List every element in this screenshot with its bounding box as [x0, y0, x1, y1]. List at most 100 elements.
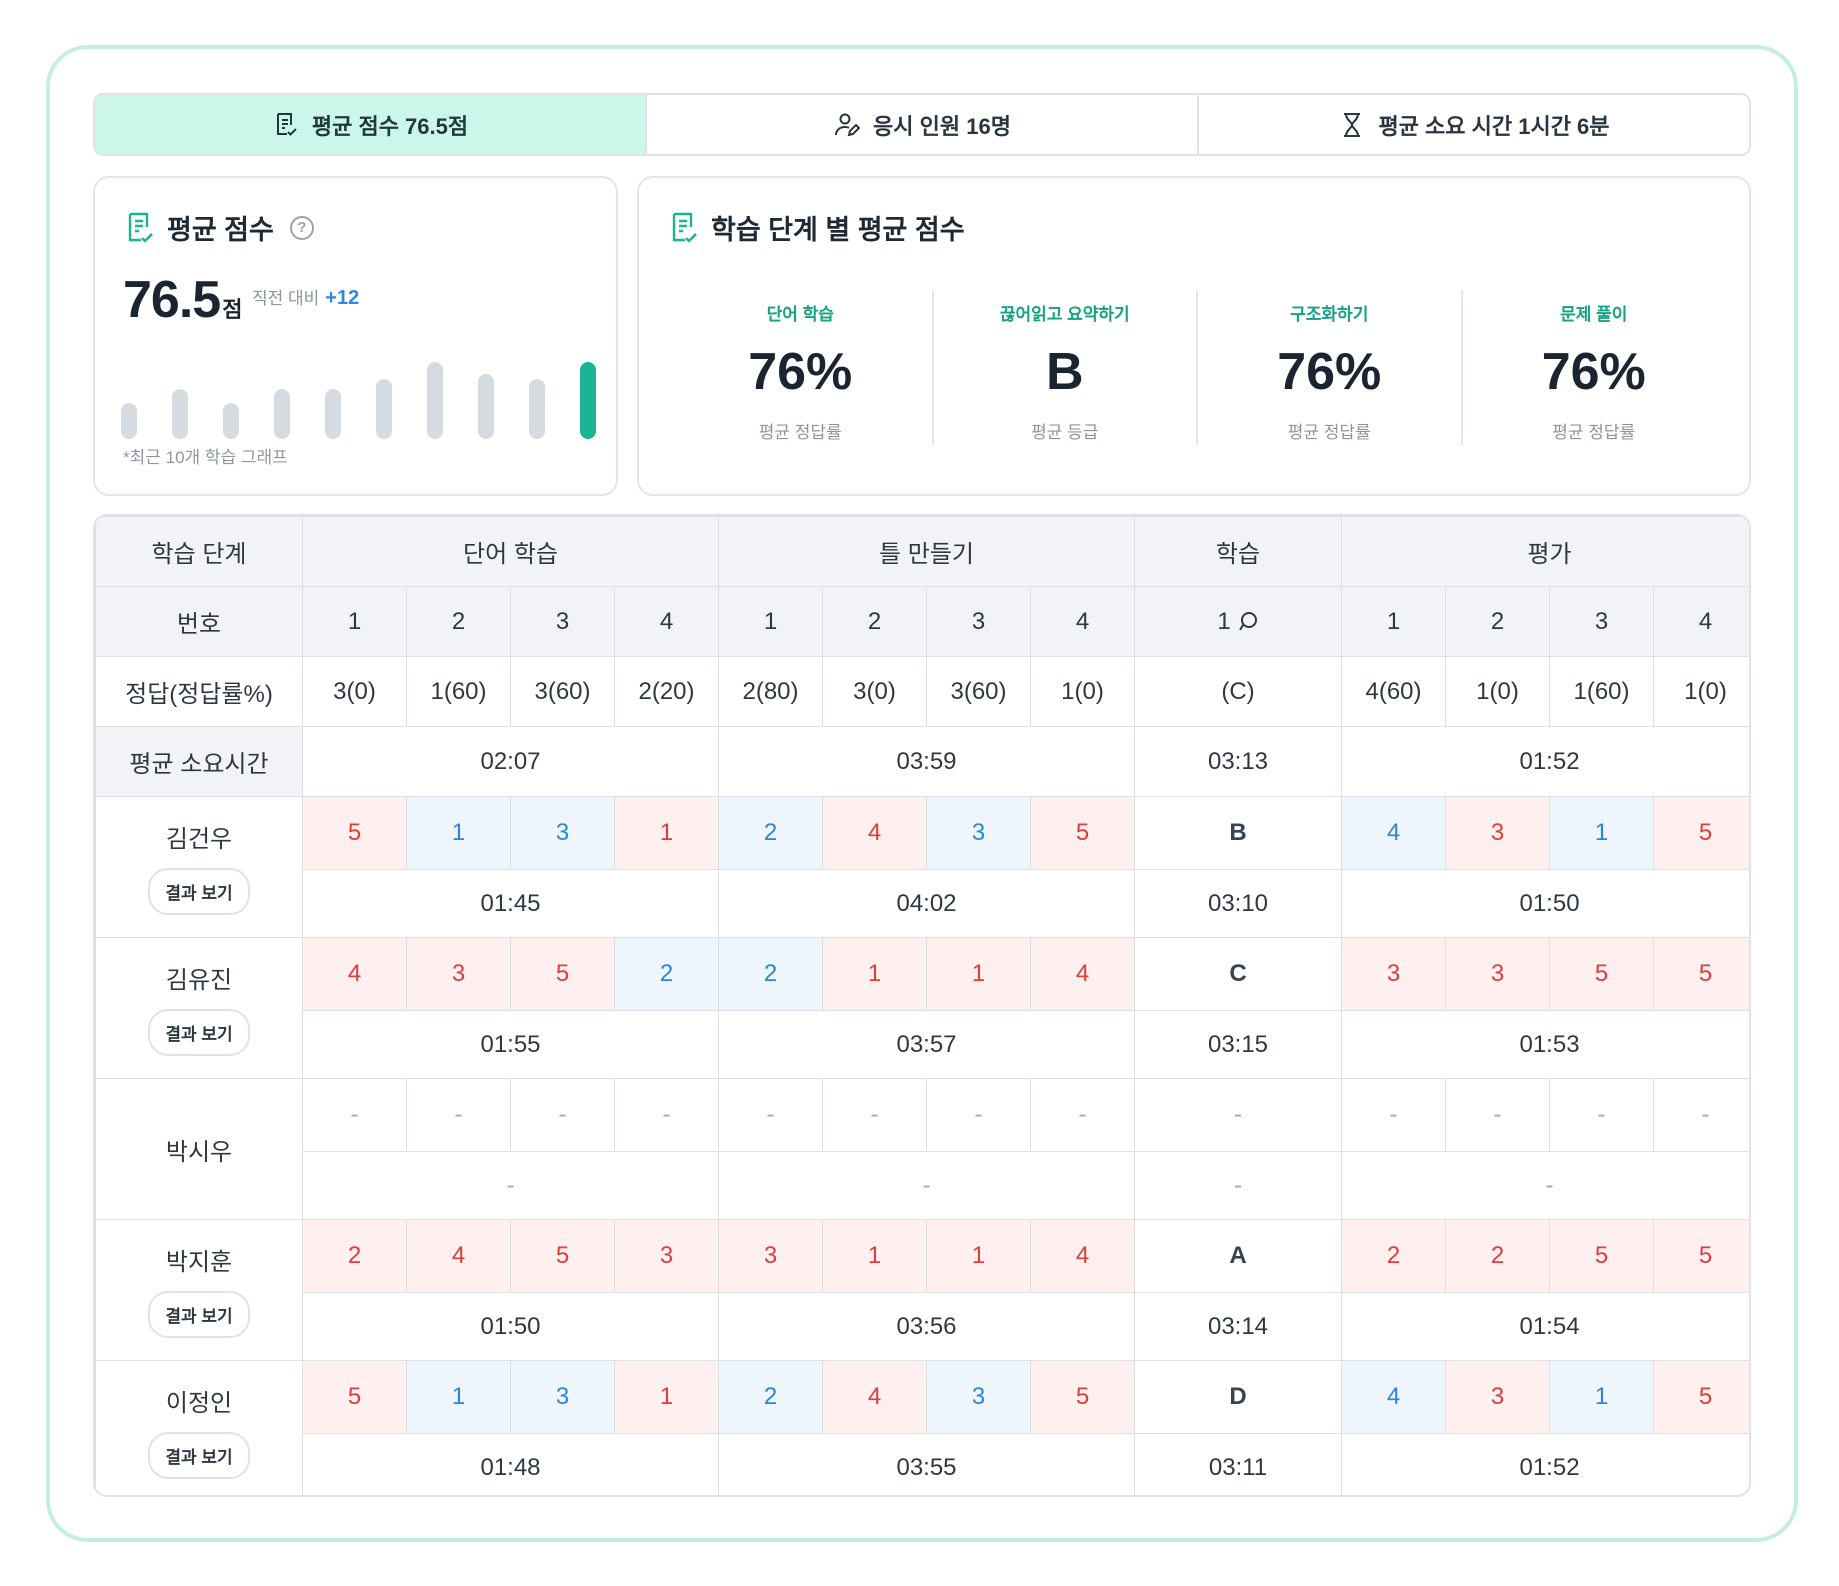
- stage-name: 구조화하기: [1290, 305, 1369, 324]
- student-answer-cell: 1: [822, 937, 927, 1011]
- student-answer-cell: -: [1652, 1078, 1749, 1152]
- student-time-row: 01:55 03:57 03:15 01:53: [96, 1010, 1749, 1079]
- average-score-value: 76.5 점: [123, 270, 242, 330]
- tab-average-time[interactable]: 평균 소요 시간 1시간 6분: [1199, 95, 1749, 154]
- student-answer-cell: 2: [718, 937, 823, 1011]
- student-answer-cell: 4: [1341, 1360, 1446, 1434]
- view-result-button[interactable]: 결과 보기: [148, 1432, 250, 1479]
- student-answer-cell: 3: [718, 1219, 823, 1293]
- stage-item: 끊어읽고 요약하기 B 평균 등급: [934, 290, 1198, 445]
- student-answer-cell: 3: [926, 1360, 1031, 1434]
- student-time-cell: 03:14: [1134, 1292, 1342, 1361]
- view-result-button[interactable]: 결과 보기: [148, 868, 250, 915]
- graph-bar: [121, 403, 137, 439]
- question-number-text: 2: [1490, 607, 1505, 635]
- student-answer-cell: 3: [1445, 937, 1550, 1011]
- student-answer-row: 김건우 결과 보기 5 1 3 1 2 4 3 5 B 4 3 1 5: [95, 796, 1749, 938]
- correct-answer-cell: 2(20): [614, 656, 719, 727]
- student-answer-cell: 1: [926, 1219, 1031, 1293]
- stage-value: 76%: [1277, 343, 1382, 401]
- stage-score-card: 학습 단계 별 평균 점수 단어 학습 76% 평균 정답률 끊어읽고 요약하기…: [637, 176, 1751, 496]
- stage-value: B: [1045, 343, 1084, 401]
- tab-average-score[interactable]: 평균 점수 76.5점: [95, 95, 647, 154]
- student-time-cell: 01:52: [1340, 1433, 1749, 1495]
- question-number-text: 4: [1075, 607, 1090, 635]
- student-name: 박시우: [165, 1138, 233, 1166]
- student-answer-cell: -: [718, 1078, 823, 1152]
- student-answer-cell: 3: [1445, 796, 1550, 870]
- stage-name: 단어 학습: [766, 305, 834, 324]
- student-answer-cell: -: [822, 1078, 927, 1152]
- student-answer-cell: -: [1341, 1078, 1446, 1152]
- question-number: 1: [1134, 586, 1342, 657]
- view-result-button[interactable]: 결과 보기: [148, 1009, 250, 1056]
- student-answer-cell: 2: [1341, 1219, 1446, 1293]
- stage-group-header: 단어 학습: [302, 516, 719, 587]
- tab-participants[interactable]: 응시 인원 16명: [647, 95, 1199, 154]
- student-answer-cell: -: [1549, 1078, 1654, 1152]
- average-score-title-text: 평균 점수: [167, 215, 274, 245]
- question-number: 3: [1549, 586, 1654, 657]
- student-answer-cell: 5: [1652, 796, 1749, 870]
- graph-bar: [478, 374, 494, 439]
- student-answer-cell: -: [302, 1078, 407, 1152]
- score-unit: 점: [222, 297, 243, 322]
- student-answer-cell: 2: [718, 796, 823, 870]
- stage-header-row: 학습 단계 단어 학습 틀 만들기 학습 평가: [95, 516, 1749, 587]
- stage-sub: 평균 등급: [1031, 423, 1099, 442]
- graph-bar: [580, 362, 596, 439]
- question-number: 2: [1445, 586, 1550, 657]
- number-header-row: 번호 1 2 3 4 1 2 3 4 1 1 2 3 4: [95, 586, 1749, 657]
- student-answer-cell: -: [510, 1078, 615, 1152]
- question-number: 2: [406, 586, 511, 657]
- student-answer-cell: 1: [406, 1360, 511, 1434]
- number-label-cell: 번호: [95, 586, 303, 657]
- student-answer-cell: 5: [1030, 1360, 1135, 1434]
- view-result-button[interactable]: 결과 보기: [148, 1291, 250, 1338]
- student-answer-row: 박지훈 결과 보기 2 4 5 3 3 1 1 4 A 2 2 5 5: [95, 1219, 1749, 1361]
- student-answer-cell: 1: [1549, 796, 1654, 870]
- student-answer-cell: 5: [1652, 1219, 1749, 1293]
- question-number-text: 2: [867, 607, 882, 635]
- student-answer-cell: 4: [822, 1360, 927, 1434]
- student-answer-row: 김유진 결과 보기 4 3 5 2 2 1 1 4 C 3 3 5 5: [95, 937, 1749, 1079]
- student-answer-cell: 4: [302, 937, 407, 1011]
- average-score-card: 평균 점수 ? 76.5 점 직전 대비 +12 *최근 10개 학습 그래프: [93, 176, 618, 496]
- student-time-cell: -: [1340, 1151, 1749, 1220]
- student-name: 김건우: [165, 826, 233, 853]
- student-time-cell: 03:15: [1134, 1010, 1342, 1079]
- student-answer-cell: 2: [718, 1360, 823, 1434]
- tab-average-score-label: 평균 점수 76.5점: [311, 113, 469, 139]
- student-answer-cell: 2: [1445, 1219, 1550, 1293]
- help-icon[interactable]: ?: [289, 215, 314, 240]
- question-number-text: 3: [971, 607, 986, 635]
- correct-answer-cell: 1(0): [1445, 656, 1550, 727]
- student-answer-cell: D: [1134, 1360, 1342, 1434]
- stage-sub: 평균 정답률: [1287, 423, 1371, 442]
- student-answer-cell: C: [1134, 937, 1342, 1011]
- graph-bar: [172, 389, 188, 439]
- student-answer-cell: 3: [510, 1360, 615, 1434]
- question-number-text: 4: [1698, 607, 1713, 635]
- student-answer-cell: 5: [302, 1360, 407, 1434]
- student-answer-cell: 3: [1341, 937, 1446, 1011]
- graph-bar: [376, 379, 392, 439]
- student-answer-cell: 1: [926, 937, 1031, 1011]
- correct-answer-cell: 3(0): [302, 656, 407, 727]
- stage-item: 문제 풀이 76% 평균 정답률: [1463, 290, 1726, 445]
- stage-label-cell: 학습 단계: [95, 516, 303, 587]
- stage-group-header: 틀 만들기: [718, 516, 1135, 587]
- student-answer-cell: 5: [1549, 1219, 1654, 1293]
- student-answer-cell: 1: [614, 1360, 719, 1434]
- student-answer-row: 박시우 - - - - - - - - - - - - -: [95, 1078, 1749, 1220]
- student-answer-cell: -: [1030, 1078, 1135, 1152]
- student-answer-cell: 1: [822, 1219, 927, 1293]
- student-time-cell: 03:55: [718, 1433, 1135, 1495]
- graph-bar: [223, 403, 239, 439]
- document-check-icon: [276, 112, 297, 136]
- question-number-text: 1: [763, 607, 778, 635]
- stage-score-title-text: 학습 단계 별 평균 점수: [711, 215, 965, 245]
- student-answer-cell: 3: [1445, 1360, 1550, 1434]
- stage-score-title: 학습 단계 별 평균 점수: [669, 208, 965, 247]
